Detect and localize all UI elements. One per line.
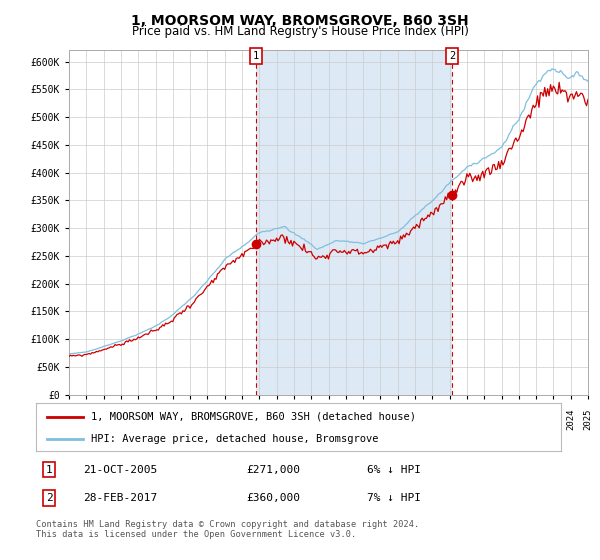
Text: 2014: 2014 [393, 409, 402, 430]
Text: 21-OCT-2005: 21-OCT-2005 [83, 465, 157, 475]
Text: 2007: 2007 [272, 409, 281, 430]
Text: 2020: 2020 [497, 409, 506, 430]
Text: 2000: 2000 [151, 409, 160, 430]
Text: 2025: 2025 [583, 409, 593, 430]
Text: 2004: 2004 [220, 409, 229, 430]
Text: Price paid vs. HM Land Registry's House Price Index (HPI): Price paid vs. HM Land Registry's House … [131, 25, 469, 38]
Text: 2008: 2008 [289, 409, 298, 430]
Text: 2015: 2015 [410, 409, 419, 430]
Text: Contains HM Land Registry data © Crown copyright and database right 2024.
This d: Contains HM Land Registry data © Crown c… [36, 520, 419, 539]
Text: 7% ↓ HPI: 7% ↓ HPI [367, 493, 421, 503]
Text: 2022: 2022 [532, 409, 541, 430]
Text: 2021: 2021 [514, 409, 523, 430]
Text: 2005: 2005 [238, 409, 247, 430]
Text: 2010: 2010 [324, 409, 333, 430]
Text: 1, MOORSOM WAY, BROMSGROVE, B60 3SH: 1, MOORSOM WAY, BROMSGROVE, B60 3SH [131, 14, 469, 28]
Bar [256, 50, 452, 395]
Text: 2: 2 [449, 51, 455, 61]
Text: 1996: 1996 [82, 409, 91, 430]
Text: 2024: 2024 [566, 409, 575, 430]
Text: 2011: 2011 [341, 409, 350, 430]
Text: 1999: 1999 [134, 409, 143, 430]
Text: 2: 2 [46, 493, 53, 503]
Text: 1997: 1997 [99, 409, 108, 430]
Text: 1998: 1998 [116, 409, 125, 430]
Text: 1: 1 [253, 51, 259, 61]
Text: 2018: 2018 [463, 409, 472, 430]
Text: 28-FEB-2017: 28-FEB-2017 [83, 493, 157, 503]
Text: 6% ↓ HPI: 6% ↓ HPI [367, 465, 421, 475]
Text: 2009: 2009 [307, 409, 316, 430]
Text: 2002: 2002 [185, 409, 194, 430]
Text: 2006: 2006 [255, 409, 264, 430]
Text: 2003: 2003 [203, 409, 212, 430]
Text: 1995: 1995 [65, 409, 74, 430]
Text: 2012: 2012 [359, 409, 368, 430]
Text: HPI: Average price, detached house, Bromsgrove: HPI: Average price, detached house, Brom… [91, 434, 379, 444]
Text: 2001: 2001 [169, 409, 178, 430]
Text: £271,000: £271,000 [246, 465, 300, 475]
Text: 1: 1 [46, 465, 53, 475]
Text: 2013: 2013 [376, 409, 385, 430]
Text: £360,000: £360,000 [246, 493, 300, 503]
Text: 2016: 2016 [428, 409, 437, 430]
Text: 2019: 2019 [480, 409, 489, 430]
Text: 1, MOORSOM WAY, BROMSGROVE, B60 3SH (detached house): 1, MOORSOM WAY, BROMSGROVE, B60 3SH (det… [91, 412, 416, 422]
Text: 2017: 2017 [445, 409, 454, 430]
Text: 2023: 2023 [549, 409, 558, 430]
